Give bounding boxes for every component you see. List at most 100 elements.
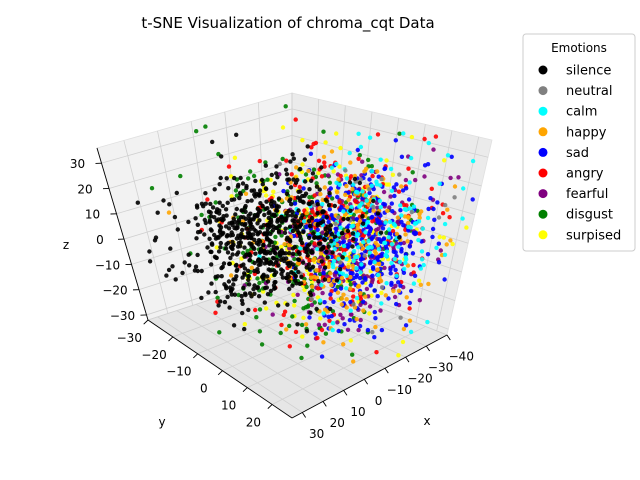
y-grid-floor <box>172 283 319 338</box>
point-silence <box>237 195 242 201</box>
point-silence <box>269 212 275 217</box>
point-sad <box>304 224 309 230</box>
point-happy <box>417 215 422 220</box>
point-calm <box>344 286 349 291</box>
point-calm <box>382 240 388 246</box>
y-tick <box>242 387 248 393</box>
point-silence <box>287 279 292 284</box>
point-sad <box>399 219 404 225</box>
point-silence <box>287 251 292 256</box>
point-angry <box>293 329 299 335</box>
point-silence <box>236 240 242 246</box>
point-silence <box>338 267 343 272</box>
point-silence <box>292 221 297 226</box>
point-calm <box>355 232 361 237</box>
point-silence <box>226 279 232 284</box>
point-surpised <box>369 293 374 298</box>
point-silence <box>230 252 235 257</box>
legend-marker-sad <box>538 147 548 157</box>
point-silence <box>350 244 355 249</box>
point-calm <box>355 190 360 195</box>
point-angry <box>279 322 284 328</box>
point-sad <box>412 273 418 278</box>
point-angry <box>282 309 288 314</box>
point-disgust <box>410 170 415 175</box>
point-surpised <box>291 292 296 298</box>
point-happy <box>314 275 320 280</box>
z-axis-label: z <box>63 238 69 252</box>
point-silence <box>268 288 274 294</box>
point-silence <box>270 228 276 233</box>
point-silence <box>243 203 248 209</box>
y-tick-label: 20 <box>246 415 261 429</box>
point-silence <box>283 226 288 231</box>
point-silence <box>253 251 258 256</box>
point-silence <box>195 222 200 227</box>
point-silence <box>244 226 249 231</box>
point-silence <box>350 231 356 236</box>
point-surpised <box>264 306 269 311</box>
point-silence <box>226 240 231 246</box>
point-sad <box>430 226 436 232</box>
point-fearful <box>348 312 354 317</box>
point-silence <box>217 182 222 187</box>
point-sad <box>393 138 398 143</box>
point-sad <box>348 299 353 305</box>
point-angry <box>440 211 446 216</box>
point-happy <box>326 264 331 270</box>
point-calm <box>321 311 326 316</box>
axis-lines <box>96 147 448 419</box>
point-calm <box>334 180 339 185</box>
point-calm <box>374 182 380 187</box>
point-calm <box>397 259 403 265</box>
point-fearful <box>309 302 315 308</box>
point-silence <box>217 229 223 234</box>
point-happy <box>354 209 359 214</box>
point-silence <box>305 144 310 149</box>
point-sad <box>358 257 364 262</box>
point-silence <box>274 164 279 169</box>
point-sad <box>389 201 394 206</box>
point-happy <box>448 238 453 243</box>
point-silence <box>329 232 335 237</box>
point-silence <box>212 232 217 238</box>
point-calm <box>358 144 364 150</box>
legend-label-surpised: surpised <box>566 228 621 243</box>
point-angry <box>316 158 322 163</box>
point-happy <box>345 205 350 210</box>
point-happy <box>306 168 311 174</box>
point-sad <box>368 283 373 288</box>
point-sad <box>307 315 312 320</box>
point-angry <box>322 164 327 169</box>
x-grid-floor <box>195 303 344 391</box>
point-sad <box>331 299 336 304</box>
point-silence <box>253 178 258 184</box>
point-sad <box>371 266 376 272</box>
y-axis-label: y <box>158 415 165 429</box>
point-silence <box>233 219 238 225</box>
point-silence <box>257 188 263 193</box>
point-calm <box>398 203 403 208</box>
point-silence <box>261 242 266 247</box>
point-silence <box>241 285 246 290</box>
point-silence <box>286 208 291 214</box>
point-angry <box>351 294 356 299</box>
z-grid-left <box>101 108 293 164</box>
point-happy <box>344 297 349 302</box>
point-silence <box>297 281 302 286</box>
point-sad <box>355 147 360 153</box>
point-silence <box>311 231 316 236</box>
point-neutral <box>338 260 343 265</box>
point-silence <box>264 199 269 204</box>
point-silence <box>212 254 218 259</box>
point-calm <box>442 252 448 257</box>
point-neutral <box>371 204 376 210</box>
point-silence <box>259 177 265 183</box>
point-sad <box>327 207 332 212</box>
point-silence <box>329 238 334 244</box>
point-silence <box>332 234 338 239</box>
point-calm <box>384 281 389 286</box>
point-happy <box>326 277 331 283</box>
point-fearful <box>431 147 436 152</box>
point-disgust <box>215 295 220 300</box>
